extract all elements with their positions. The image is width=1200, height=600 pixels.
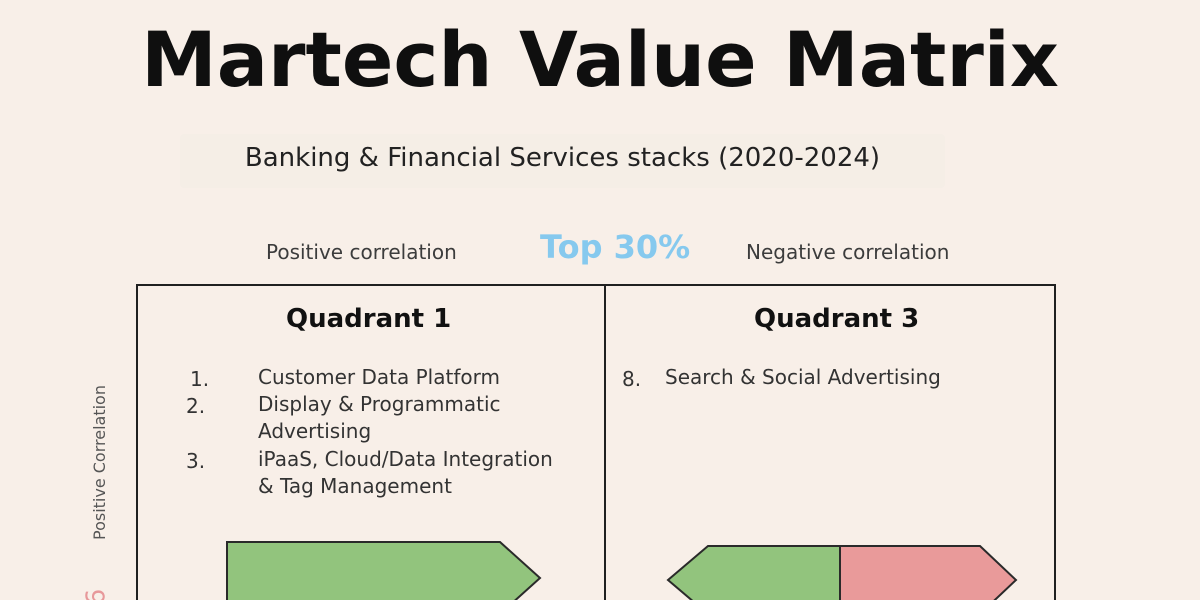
q3-item-8-text: Search & Social Advertising [665, 364, 941, 391]
q3-red-right-arrow [839, 545, 1018, 600]
quadrant-3-title: Quadrant 3 [754, 304, 920, 334]
q1-item-3-number: 3. [186, 449, 206, 473]
q3-green-left-arrow [666, 545, 841, 600]
q1-green-right-arrow [226, 541, 542, 600]
q1-item-3-line-2: & Tag Management [258, 474, 452, 498]
quadrant-1-title: Quadrant 1 [286, 304, 452, 334]
q1-item-2-number: 2. [186, 394, 206, 418]
q1-item-3-text: iPaaS, Cloud/Data Integration & Tag Mana… [258, 446, 553, 500]
q3-item-8-number: 8. [622, 367, 642, 391]
quadrant-divider [604, 284, 606, 600]
q1-item-2-text: Display & Programmatic Advertising [258, 391, 501, 445]
top-percentile-label: Top 30% [540, 228, 691, 266]
positive-correlation-label: Positive correlation [266, 240, 457, 264]
q1-item-3-line-1: iPaaS, Cloud/Data Integration [258, 447, 553, 471]
q1-item-1-text: Customer Data Platform [258, 364, 500, 391]
page-subtitle: Banking & Financial Services stacks (202… [244, 143, 881, 173]
q3-item-8-line-1: Search & Social Advertising [665, 365, 941, 389]
negative-correlation-label: Negative correlation [746, 240, 950, 264]
page-title: Martech Value Matrix [141, 15, 1059, 104]
q1-item-1-number: 1. [190, 367, 210, 391]
q1-item-1-line-1: Customer Data Platform [258, 365, 500, 389]
q1-item-2-line-1: Display & Programmatic [258, 392, 501, 416]
subtitle-background [180, 134, 945, 188]
matrix-frame [136, 284, 1056, 600]
q1-item-2-line-2: Advertising [258, 419, 372, 443]
